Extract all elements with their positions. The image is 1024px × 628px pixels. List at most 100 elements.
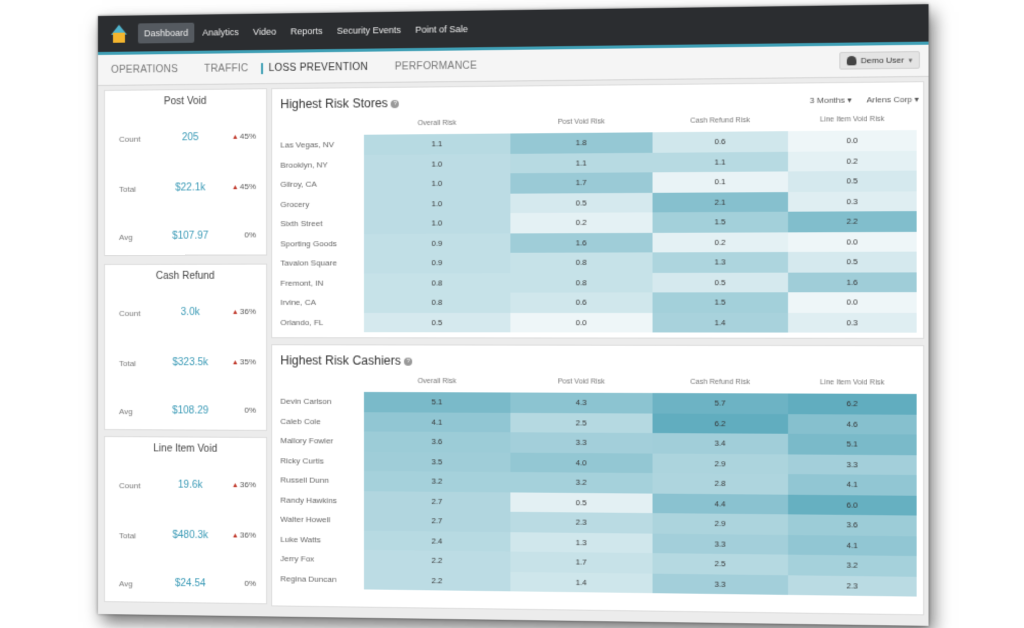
row-label[interactable]: Russell Dunn: [280, 475, 328, 484]
kpi-value[interactable]: $108.29: [160, 405, 220, 416]
heatmap-cell[interactable]: 0.5: [653, 272, 789, 292]
heatmap-cell[interactable]: 2.5: [510, 412, 652, 433]
heatmap-cell[interactable]: 0.6: [653, 131, 789, 152]
heatmap-cell[interactable]: 4.0: [510, 452, 652, 473]
row-label[interactable]: Las Vegas, NV: [280, 140, 334, 150]
heatmap-cell[interactable]: 1.1: [364, 134, 510, 155]
heatmap-cell[interactable]: 1.6: [788, 272, 917, 292]
heatmap-cell[interactable]: 0.5: [364, 312, 510, 332]
logo-icon[interactable]: [108, 23, 130, 45]
row-label[interactable]: Brooklyn, NY: [280, 160, 328, 169]
kpi-value[interactable]: $22.1k: [160, 182, 220, 193]
tab-traffic[interactable]: TRAFFIC: [191, 63, 261, 75]
heatmap-cell[interactable]: 0.5: [788, 252, 917, 273]
heatmap-cell[interactable]: 0.1: [653, 171, 789, 192]
heatmap-cell[interactable]: 2.9: [653, 453, 789, 474]
heatmap-cell[interactable]: 0.5: [510, 192, 652, 213]
heatmap-cell[interactable]: 3.6: [788, 514, 917, 535]
help-icon[interactable]: ?: [391, 100, 399, 108]
row-label[interactable]: Regina Duncan: [280, 574, 336, 584]
heatmap-cell[interactable]: 5.7: [653, 393, 789, 414]
heatmap-cell[interactable]: 4.1: [788, 474, 917, 495]
heatmap-cell[interactable]: 0.8: [364, 293, 510, 313]
heatmap-cell[interactable]: 0.8: [510, 272, 652, 292]
heatmap-cell[interactable]: 4.4: [653, 493, 789, 514]
heatmap-cell[interactable]: 0.8: [510, 252, 652, 272]
company-dropdown[interactable]: Arlens Corp ▾: [867, 95, 919, 105]
heatmap-cell[interactable]: 6.2: [788, 393, 917, 414]
row-label[interactable]: Fremont, IN: [280, 278, 323, 287]
heatmap-cell[interactable]: 4.3: [510, 392, 652, 413]
kpi-value[interactable]: $480.3k: [160, 530, 220, 542]
heatmap-cell[interactable]: 0.2: [788, 150, 917, 171]
heatmap-cell[interactable]: 0.5: [788, 171, 917, 192]
heatmap-cell[interactable]: 4.6: [788, 414, 917, 435]
heatmap-cell[interactable]: 0.0: [788, 231, 917, 252]
heatmap-cell[interactable]: 2.2: [788, 211, 917, 232]
heatmap-cell[interactable]: 4.1: [788, 534, 917, 556]
kpi-value[interactable]: 3.0k: [160, 307, 220, 318]
heatmap-cell[interactable]: 2.7: [364, 510, 510, 531]
heatmap-cell[interactable]: 2.7: [364, 491, 510, 512]
heatmap-cell[interactable]: 0.6: [510, 292, 652, 312]
heatmap-cell[interactable]: 0.0: [510, 312, 652, 332]
kpi-value[interactable]: $107.97: [160, 231, 220, 242]
row-label[interactable]: Gilroy, CA: [280, 180, 316, 189]
row-label[interactable]: Sixth Street: [280, 219, 322, 228]
heatmap-cell[interactable]: 0.3: [788, 191, 917, 212]
kpi-value[interactable]: 205: [160, 132, 220, 144]
heatmap-cell[interactable]: 5.1: [364, 392, 510, 412]
heatmap-cell[interactable]: 3.3: [653, 573, 789, 595]
heatmap-cell[interactable]: 2.3: [788, 575, 917, 597]
heatmap-cell[interactable]: 1.1: [653, 151, 789, 172]
row-label[interactable]: Randy Hawkins: [280, 495, 337, 505]
heatmap-cell[interactable]: 3.4: [653, 433, 789, 454]
heatmap-cell[interactable]: 1.0: [364, 173, 510, 194]
kpi-value[interactable]: $24.54: [160, 578, 220, 590]
kpi-value[interactable]: 19.6k: [160, 479, 220, 491]
row-label[interactable]: Luke Watts: [280, 534, 320, 544]
row-label[interactable]: Devin Carlson: [280, 397, 331, 406]
nav-item-video[interactable]: Video: [247, 21, 282, 42]
heatmap-cell[interactable]: 1.5: [653, 212, 789, 233]
heatmap-cell[interactable]: 3.6: [364, 431, 510, 452]
tab-operations[interactable]: OPERATIONS: [98, 63, 191, 75]
heatmap-cell[interactable]: 0.0: [788, 292, 917, 312]
heatmap-cell[interactable]: 1.4: [510, 571, 652, 593]
heatmap-cell[interactable]: 1.7: [510, 172, 652, 193]
heatmap-cell[interactable]: 1.7: [510, 552, 652, 574]
heatmap-cell[interactable]: 0.0: [788, 130, 917, 151]
user-menu[interactable]: Demo User ▾: [839, 51, 920, 70]
row-label[interactable]: Walter Howell: [280, 515, 330, 525]
period-dropdown[interactable]: 3 Months ▾: [810, 95, 852, 105]
heatmap-cell[interactable]: 0.5: [510, 492, 652, 513]
tab-loss-prevention[interactable]: LOSS PREVENTION: [261, 61, 381, 74]
nav-item-security-events[interactable]: Security Events: [331, 20, 407, 41]
row-label[interactable]: Ricky Curtis: [280, 456, 323, 465]
row-label[interactable]: Orlando, FL: [280, 318, 323, 327]
heatmap-cell[interactable]: 1.0: [364, 193, 510, 214]
heatmap-cell[interactable]: 2.2: [364, 550, 510, 572]
heatmap-cell[interactable]: 0.8: [364, 273, 510, 293]
kpi-value[interactable]: $323.5k: [160, 357, 220, 368]
tab-performance[interactable]: PERFORMANCE: [381, 60, 490, 72]
heatmap-cell[interactable]: 3.2: [510, 472, 652, 493]
heatmap-cell[interactable]: 3.2: [364, 471, 510, 492]
heatmap-cell[interactable]: 1.6: [510, 232, 652, 252]
row-label[interactable]: Tavalon Square: [280, 258, 337, 267]
heatmap-cell[interactable]: 2.5: [653, 553, 789, 575]
row-label[interactable]: Caleb Cole: [280, 416, 320, 425]
row-label[interactable]: Sporting Goods: [280, 239, 337, 248]
heatmap-cell[interactable]: 0.9: [364, 233, 510, 253]
row-label[interactable]: Irvine, CA: [280, 298, 316, 307]
heatmap-cell[interactable]: 1.5: [653, 292, 789, 312]
heatmap-cell[interactable]: 3.3: [653, 533, 789, 555]
heatmap-cell[interactable]: 0.9: [364, 253, 510, 273]
heatmap-cell[interactable]: 5.1: [788, 434, 917, 455]
heatmap-cell[interactable]: 3.2: [788, 555, 917, 577]
row-label[interactable]: Jerry Fox: [280, 554, 314, 563]
heatmap-cell[interactable]: 2.8: [653, 473, 789, 494]
heatmap-cell[interactable]: 6.2: [653, 413, 789, 434]
heatmap-cell[interactable]: 1.3: [653, 252, 789, 272]
heatmap-cell[interactable]: 1.3: [510, 532, 652, 553]
